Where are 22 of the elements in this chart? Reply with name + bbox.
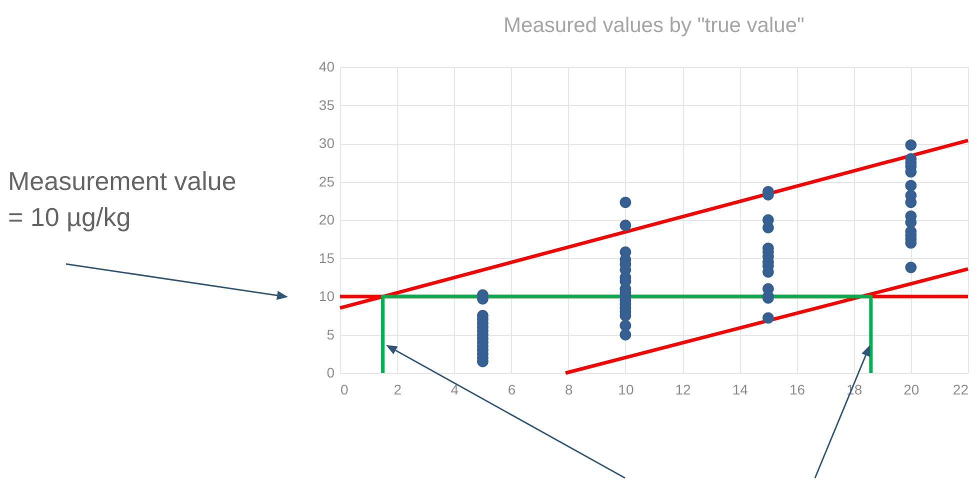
chart-title: Measured values by "true value" <box>504 14 804 37</box>
y-tick-label: 15 <box>318 250 335 266</box>
y-tick-label: 30 <box>318 135 335 151</box>
text: Measurement value = 10 µg/kg <box>8 165 236 234</box>
x-tick-label: 10 <box>618 382 634 398</box>
x-tick-label: 0 <box>340 382 348 398</box>
y-tick-label: 35 <box>318 96 335 113</box>
x-tick-label: 20 <box>904 382 920 398</box>
x-tick-label: 12 <box>675 382 692 398</box>
y-tick-label: 0 <box>326 364 335 380</box>
x-tick-label: 4 <box>450 382 459 398</box>
y-tick-label: 25 <box>318 173 335 190</box>
y-tick-label: 20 <box>318 212 335 228</box>
x-tick-label: 14 <box>732 382 748 398</box>
y-tick-label: 40 <box>318 58 335 74</box>
x-tick-label: 8 <box>564 382 573 398</box>
x-tick-label: 16 <box>789 382 806 398</box>
y-tick-label: 10 <box>318 288 335 304</box>
y-tick-label: 5 <box>326 326 335 342</box>
x-tick-label: 22 <box>952 382 969 398</box>
x-tick-label: 6 <box>508 382 516 398</box>
x-tick-label: 2 <box>394 382 402 398</box>
